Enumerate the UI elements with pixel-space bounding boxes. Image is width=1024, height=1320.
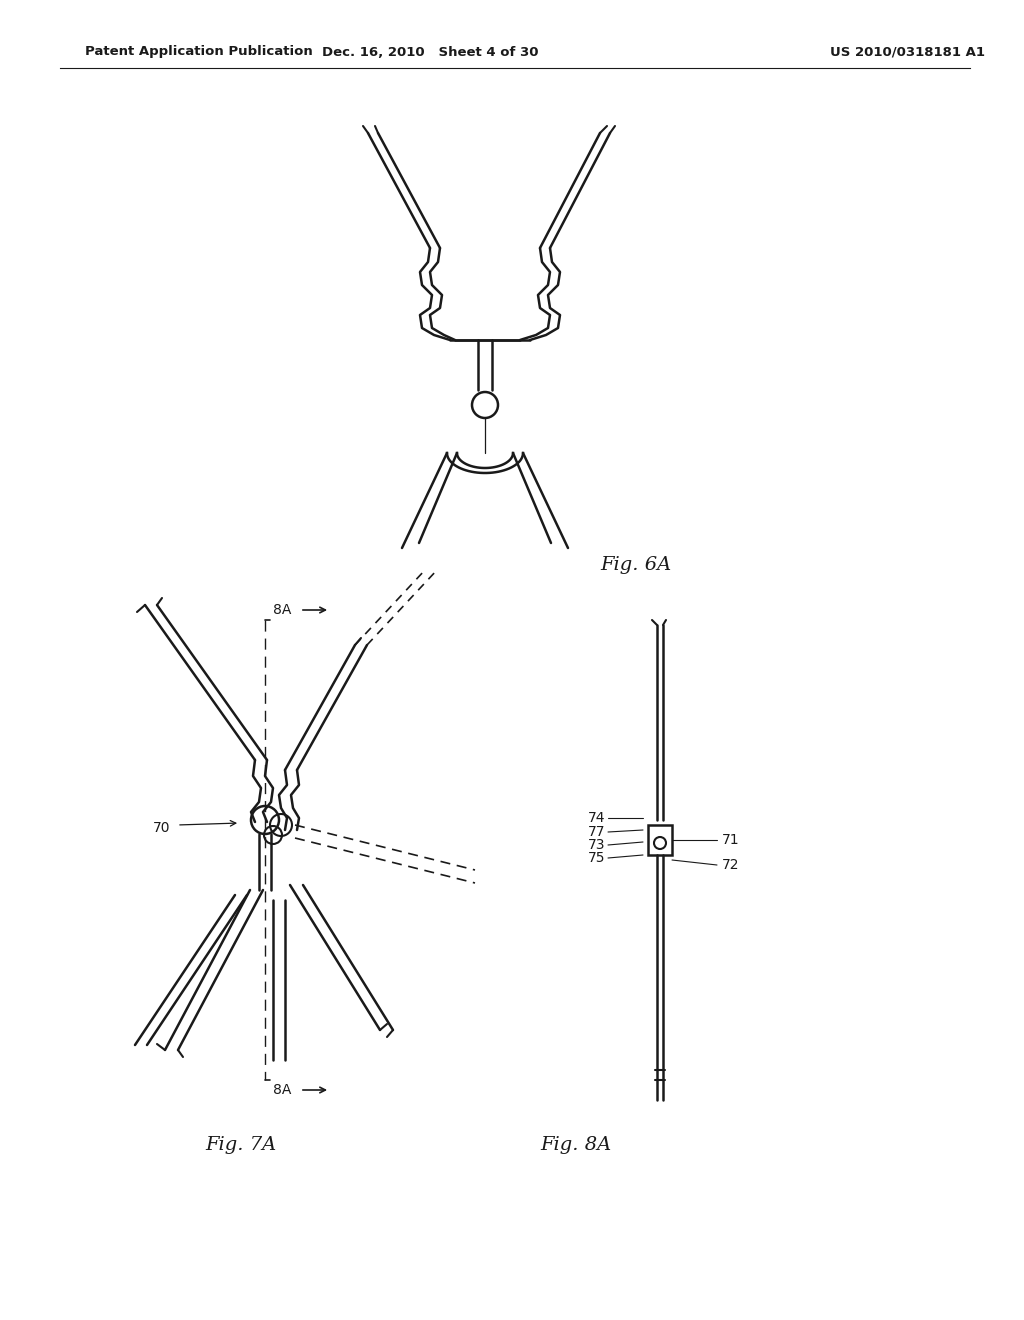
Text: 74: 74 (588, 810, 605, 825)
Text: 71: 71 (722, 833, 739, 847)
Bar (648, 825, 672, 855)
Text: 70: 70 (153, 821, 170, 836)
Text: Dec. 16, 2010   Sheet 4 of 30: Dec. 16, 2010 Sheet 4 of 30 (322, 45, 539, 58)
Text: 8A: 8A (273, 603, 292, 616)
Text: Fig. 7A: Fig. 7A (205, 1137, 276, 1154)
Text: 8A: 8A (273, 1082, 292, 1097)
Text: 75: 75 (588, 851, 605, 865)
Text: 77: 77 (588, 825, 605, 840)
Text: Patent Application Publication: Patent Application Publication (85, 45, 312, 58)
Text: US 2010/0318181 A1: US 2010/0318181 A1 (830, 45, 985, 58)
Text: Fig. 6A: Fig. 6A (600, 556, 672, 574)
Text: 72: 72 (722, 858, 739, 873)
Text: Fig. 8A: Fig. 8A (540, 1137, 611, 1154)
Text: 73: 73 (588, 838, 605, 851)
